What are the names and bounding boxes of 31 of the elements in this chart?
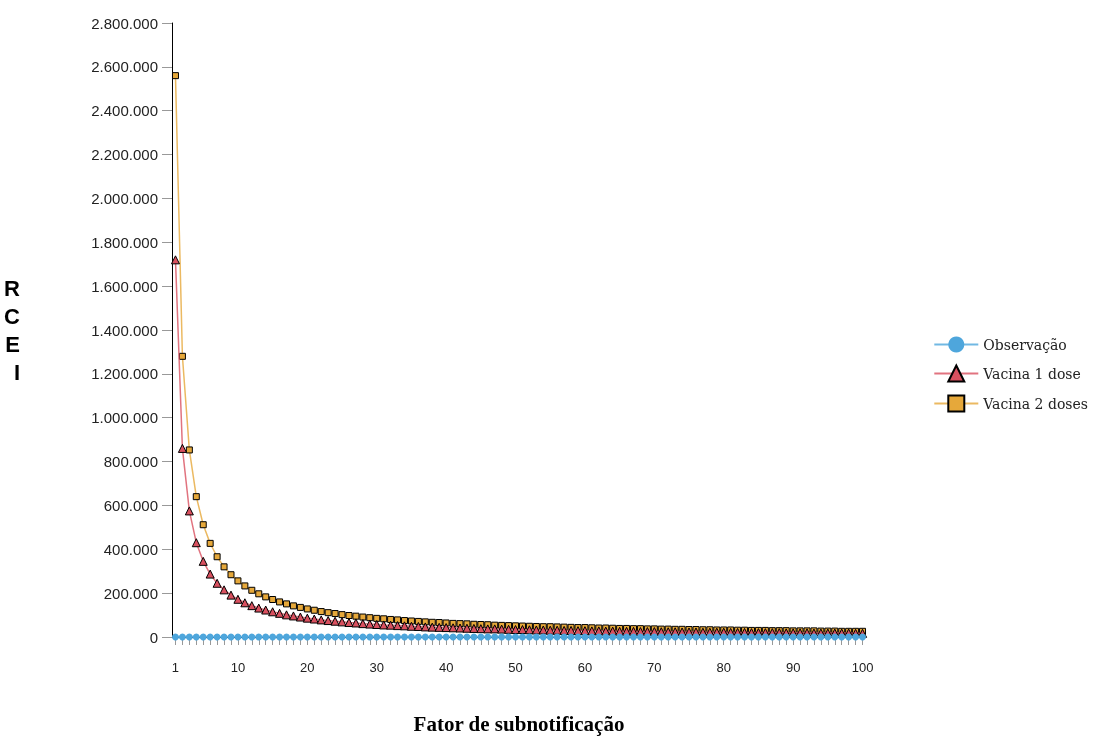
x-tick-label: 20 [300,660,315,675]
y-tick-label: 2.800.000 [91,14,158,32]
legend-label: Observação [983,336,1067,353]
x-tick-label: 1 [171,660,180,675]
y-tick-label: 0 [149,628,158,646]
y-tick-label: 1.400.000 [91,321,158,339]
x-tick-label: 100 [851,660,874,675]
x-tick-label: 10 [230,660,246,675]
x-tick-label: 40 [438,660,454,675]
y-tick-label: 200.000 [103,584,158,602]
x-tick-label: 30 [369,660,384,675]
x-tick-label: 60 [577,660,593,675]
legend-label: Vacina 2 doses [982,395,1089,412]
y-tick-label: 2.000.000 [91,189,158,207]
y-axis-title: RCEI [4,275,21,385]
y-tick-label: 800.000 [103,453,158,471]
y-tick-label: 1.600.000 [91,277,158,295]
y-tick-label: 2.200.000 [91,146,158,164]
y-tick-label: 600.000 [103,496,158,514]
y-tick-label: 2.400.000 [91,102,158,120]
x-axis-title: Fator de subnotificação [413,711,625,736]
x-tick-label: 70 [647,660,662,675]
y-tick-label: 400.000 [103,540,158,558]
x-tick-label: 80 [716,660,731,675]
y-tick-label: 2.600.000 [91,58,158,76]
x-tick-label: 50 [508,660,523,675]
y-tick-label: 1.000.000 [91,409,158,427]
x-tick-label: 90 [785,660,801,675]
y-tick-label: 1.800.000 [91,233,158,251]
y-tick-label: 1.200.000 [91,365,158,383]
legend-label: Vacina 1 dose [982,365,1081,382]
